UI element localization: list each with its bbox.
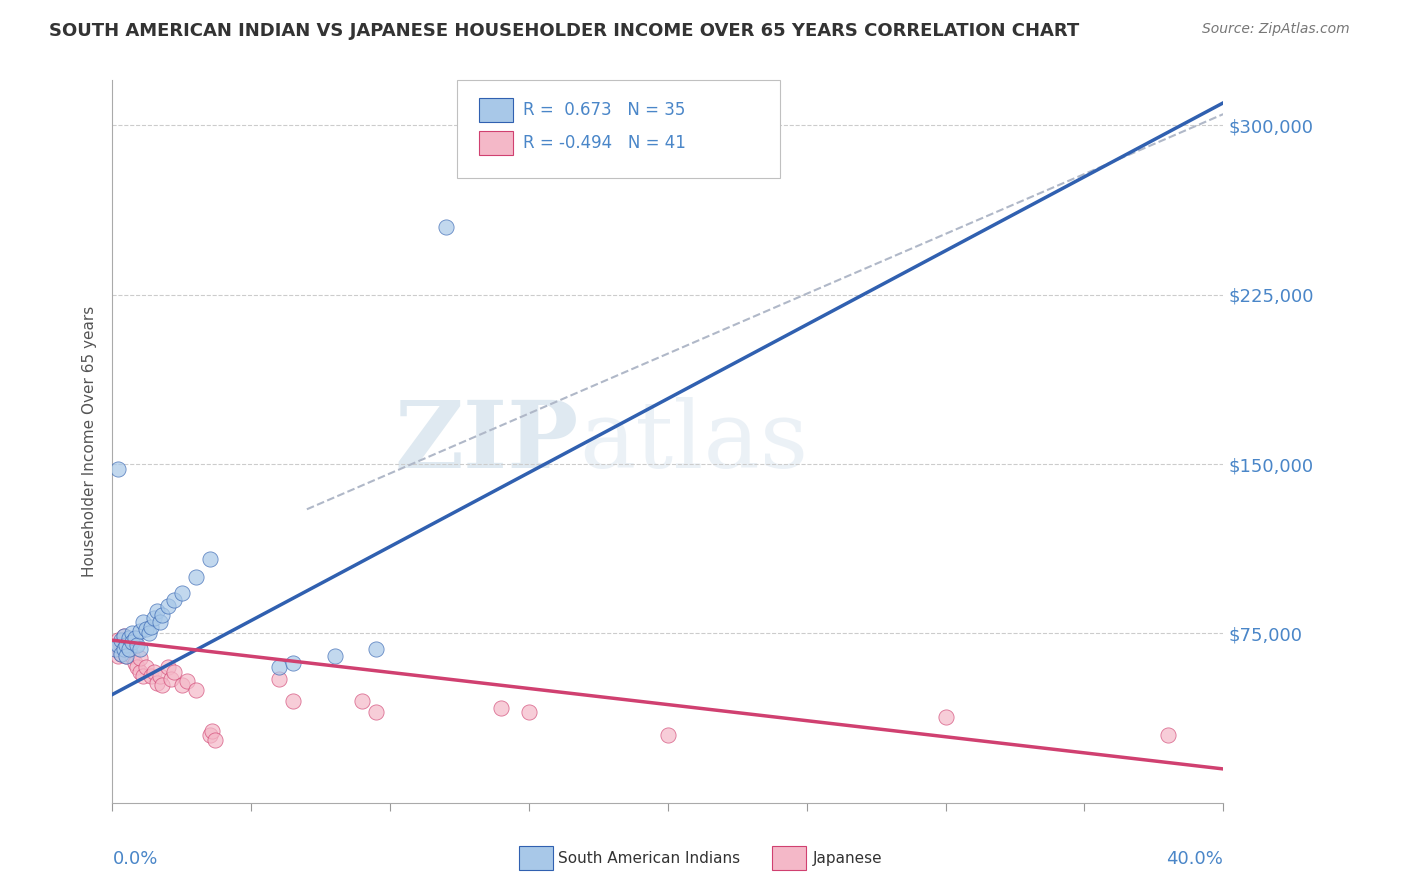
Point <box>115 648 138 663</box>
Point <box>110 647 132 661</box>
Point <box>112 629 135 643</box>
Point <box>434 220 457 235</box>
Point <box>204 732 226 747</box>
Point <box>143 610 166 624</box>
Point <box>517 706 540 720</box>
Point <box>129 651 152 665</box>
Point <box>104 642 127 657</box>
Y-axis label: Householder Income Over 65 years: Householder Income Over 65 years <box>82 306 97 577</box>
Point <box>157 599 180 614</box>
Point <box>184 682 207 697</box>
Point <box>138 626 160 640</box>
Text: atlas: atlas <box>579 397 808 486</box>
Point <box>112 629 135 643</box>
Point <box>112 642 135 657</box>
Point <box>121 648 143 663</box>
Text: 40.0%: 40.0% <box>1167 850 1223 868</box>
Point <box>107 648 129 663</box>
Point <box>121 626 143 640</box>
Point <box>366 642 388 657</box>
Point <box>157 660 180 674</box>
Point <box>141 620 163 634</box>
Point <box>115 648 138 663</box>
Text: Source: ZipAtlas.com: Source: ZipAtlas.com <box>1202 22 1350 37</box>
Point <box>657 728 679 742</box>
Point <box>201 723 224 738</box>
Point <box>934 710 956 724</box>
Point <box>152 608 174 623</box>
Text: R = -0.494   N = 41: R = -0.494 N = 41 <box>523 134 686 152</box>
Point <box>129 665 152 679</box>
Point <box>112 642 135 657</box>
Point <box>127 660 149 674</box>
Point <box>149 669 172 683</box>
Point <box>267 672 291 686</box>
Point <box>162 592 184 607</box>
Point <box>121 635 143 649</box>
Point <box>135 660 157 674</box>
Point <box>281 656 304 670</box>
Point <box>107 461 129 475</box>
Point <box>267 660 291 674</box>
Point <box>118 631 141 645</box>
Point <box>366 706 388 720</box>
Point <box>281 694 304 708</box>
Point <box>146 676 169 690</box>
Point <box>127 638 149 652</box>
Point <box>135 622 157 636</box>
Point <box>118 633 141 648</box>
Point <box>143 665 166 679</box>
Point <box>198 552 221 566</box>
Point <box>110 638 132 652</box>
Point <box>132 615 155 630</box>
Text: ZIP: ZIP <box>395 397 579 486</box>
Point <box>107 638 129 652</box>
Point <box>132 669 155 683</box>
Point <box>198 728 221 742</box>
Point <box>176 673 198 688</box>
Point <box>352 694 374 708</box>
Text: Japanese: Japanese <box>813 851 883 865</box>
Point <box>170 586 193 600</box>
Point <box>149 615 172 630</box>
Point <box>118 642 141 657</box>
Point <box>141 669 163 683</box>
Point <box>323 648 346 663</box>
Text: 0.0%: 0.0% <box>112 850 157 868</box>
Point <box>170 678 193 692</box>
Point <box>184 570 207 584</box>
Text: R =  0.673   N = 35: R = 0.673 N = 35 <box>523 101 685 119</box>
Point <box>152 678 174 692</box>
Point <box>146 604 169 618</box>
Point <box>118 642 141 657</box>
Point <box>124 656 146 670</box>
Point <box>162 665 184 679</box>
Point <box>115 638 138 652</box>
Point <box>129 642 152 657</box>
Point <box>104 642 127 657</box>
Point <box>110 633 132 648</box>
Point <box>110 647 132 661</box>
Text: SOUTH AMERICAN INDIAN VS JAPANESE HOUSEHOLDER INCOME OVER 65 YEARS CORRELATION C: SOUTH AMERICAN INDIAN VS JAPANESE HOUSEH… <box>49 22 1080 40</box>
Point <box>124 631 146 645</box>
Point <box>115 638 138 652</box>
Text: South American Indians: South American Indians <box>558 851 741 865</box>
Point <box>159 672 181 686</box>
Point <box>1156 728 1178 742</box>
Point <box>107 633 129 648</box>
Point <box>491 701 513 715</box>
Point <box>129 624 152 639</box>
